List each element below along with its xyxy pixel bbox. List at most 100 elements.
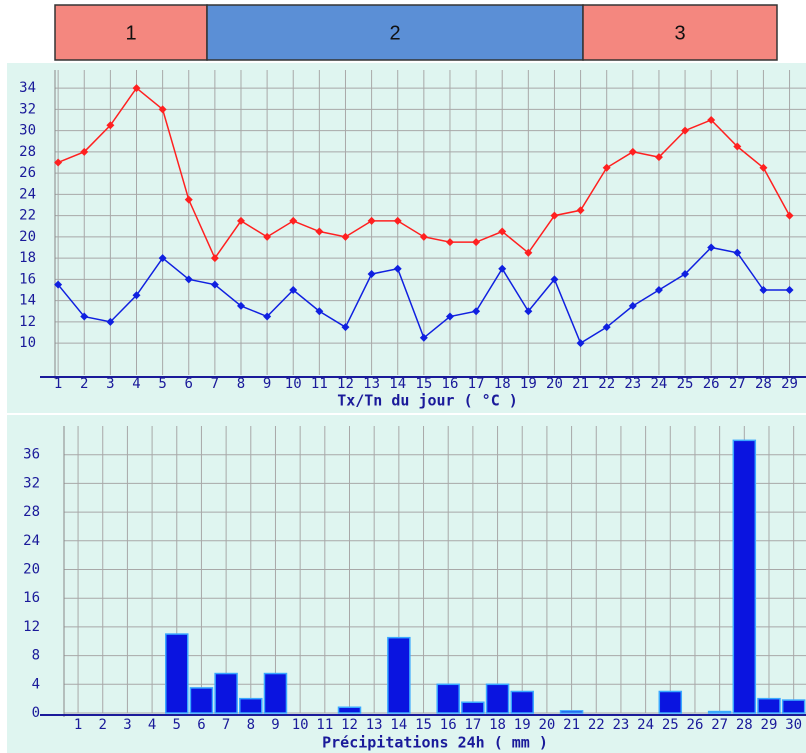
y-tick-label: 4	[32, 676, 40, 692]
y-tick-label: 36	[23, 447, 40, 463]
y-tick-label: 26	[19, 165, 36, 181]
data-point	[654, 285, 663, 294]
y-tick-label: 20	[23, 562, 40, 578]
data-point	[785, 285, 794, 294]
x-tick-label: 22	[588, 717, 605, 733]
bar	[214, 672, 238, 714]
x-tick-label: 14	[390, 717, 407, 733]
x-tick-label: 3	[123, 717, 131, 733]
period-band	[54, 4, 208, 61]
x-tick-label: 15	[415, 376, 432, 392]
x-tick-label: 29	[781, 376, 798, 392]
x-tick-label: 13	[366, 717, 383, 733]
y-tick-label: 34	[19, 80, 36, 96]
data-point	[289, 285, 298, 294]
y-tick-label: 30	[19, 123, 36, 139]
x-tick-label: 13	[363, 376, 380, 392]
x-tick-label: 20	[546, 376, 563, 392]
x-tick-label: 10	[285, 376, 302, 392]
y-tick-label: 28	[23, 504, 40, 520]
data-point	[341, 232, 350, 241]
data-point	[106, 121, 115, 130]
x-axis-label: Tx/Tn du jour ( °C )	[337, 392, 518, 410]
data-point	[576, 339, 585, 348]
data-point	[524, 307, 533, 316]
x-tick-label: 26	[687, 717, 704, 733]
y-tick-label: 8	[32, 648, 40, 664]
y-tick-label: 24	[23, 533, 40, 549]
y-tick-label: 32	[19, 101, 36, 117]
data-point	[445, 312, 454, 321]
data-point	[184, 195, 193, 204]
data-point	[54, 280, 63, 289]
data-point	[210, 280, 219, 289]
x-tick-label: 7	[211, 376, 219, 392]
x-tick-label: 25	[677, 376, 694, 392]
data-point	[498, 264, 507, 273]
x-tick-label: 9	[263, 376, 271, 392]
x-tick-label: 7	[222, 717, 230, 733]
data-point	[759, 285, 768, 294]
x-tick-label: 19	[520, 376, 537, 392]
data-point	[733, 142, 742, 151]
data-point	[654, 153, 663, 162]
x-tick-label: 24	[651, 376, 668, 392]
bar	[707, 710, 732, 714]
data-point	[707, 115, 716, 124]
data-point	[445, 238, 454, 247]
x-tick-label: 21	[563, 717, 580, 733]
x-tick-label: 6	[197, 717, 205, 733]
x-tick-label: 8	[247, 717, 255, 733]
data-point	[524, 248, 533, 257]
bar	[658, 690, 683, 714]
bar	[732, 439, 757, 714]
x-axis-label: Précipitations 24h ( mm )	[322, 734, 548, 752]
x-tick-label: 5	[173, 717, 181, 733]
data-point	[550, 275, 559, 284]
x-tick-label: 11	[316, 717, 333, 733]
bar	[510, 690, 534, 714]
x-tick-label: 24	[637, 717, 654, 733]
y-tick-label: 18	[19, 250, 36, 266]
data-point	[367, 270, 376, 279]
period-band	[582, 4, 778, 61]
bar	[461, 701, 485, 714]
data-point	[576, 206, 585, 215]
x-tick-label: 21	[572, 376, 589, 392]
x-tick-label: 2	[99, 717, 107, 733]
x-tick-label: 6	[185, 376, 193, 392]
x-tick-label: 17	[464, 717, 481, 733]
data-point	[419, 333, 428, 342]
bar	[387, 636, 411, 714]
data-point	[733, 248, 742, 257]
data-point	[393, 216, 402, 225]
x-tick-label: 5	[158, 376, 166, 392]
data-point	[210, 254, 219, 263]
y-tick-label: 16	[19, 271, 36, 287]
y-tick-label: 24	[19, 186, 36, 202]
x-tick-label: 12	[337, 376, 354, 392]
x-tick-label: 28	[736, 717, 753, 733]
x-tick-label: 20	[538, 717, 555, 733]
x-tick-label: 22	[598, 376, 615, 392]
bar	[239, 697, 263, 714]
data-point	[263, 232, 272, 241]
bar	[757, 697, 781, 714]
x-tick-label: 4	[132, 376, 140, 392]
x-tick-label: 4	[148, 717, 156, 733]
data-point	[602, 163, 611, 172]
period-band	[206, 4, 584, 61]
bar	[559, 710, 584, 714]
data-point	[498, 227, 507, 236]
data-point	[132, 84, 141, 93]
x-tick-label: 26	[703, 376, 720, 392]
x-tick-label: 17	[468, 376, 485, 392]
x-tick-label: 27	[711, 717, 728, 733]
x-tick-label: 9	[271, 717, 279, 733]
x-tick-label: 11	[311, 376, 328, 392]
y-tick-label: 12	[23, 619, 40, 635]
data-point	[263, 312, 272, 321]
period-label: 2	[389, 22, 400, 44]
x-tick-label: 30	[785, 717, 802, 733]
